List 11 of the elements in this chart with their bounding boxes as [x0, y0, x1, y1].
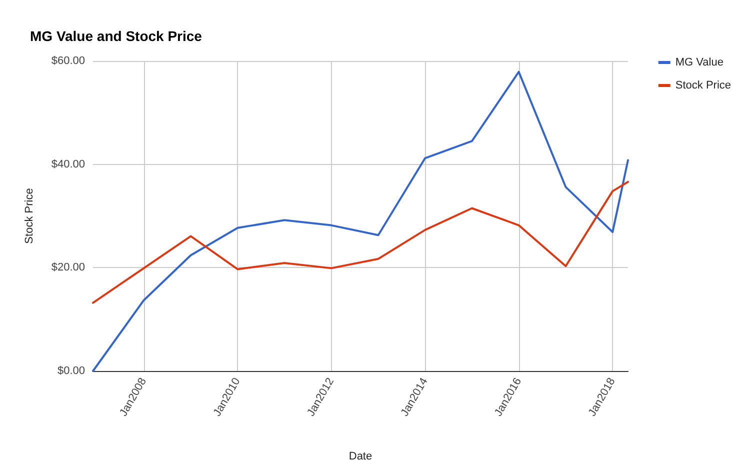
line-series	[92, 70, 629, 372]
x-axis-title: Date	[348, 450, 372, 462]
legend-label: Stock Price	[675, 80, 732, 92]
line-series	[92, 180, 629, 304]
y-tick-label: $20.00	[51, 262, 85, 274]
y-axis-title: Stock Price	[24, 188, 36, 244]
y-tick-label: $60.00	[51, 55, 85, 67]
legend-label: MG Value	[675, 56, 724, 68]
y-tick-label: $40.00	[51, 158, 85, 170]
chart-title: MG Value and Stock Price	[30, 28, 202, 44]
y-tick-label: $0.00	[57, 365, 85, 377]
